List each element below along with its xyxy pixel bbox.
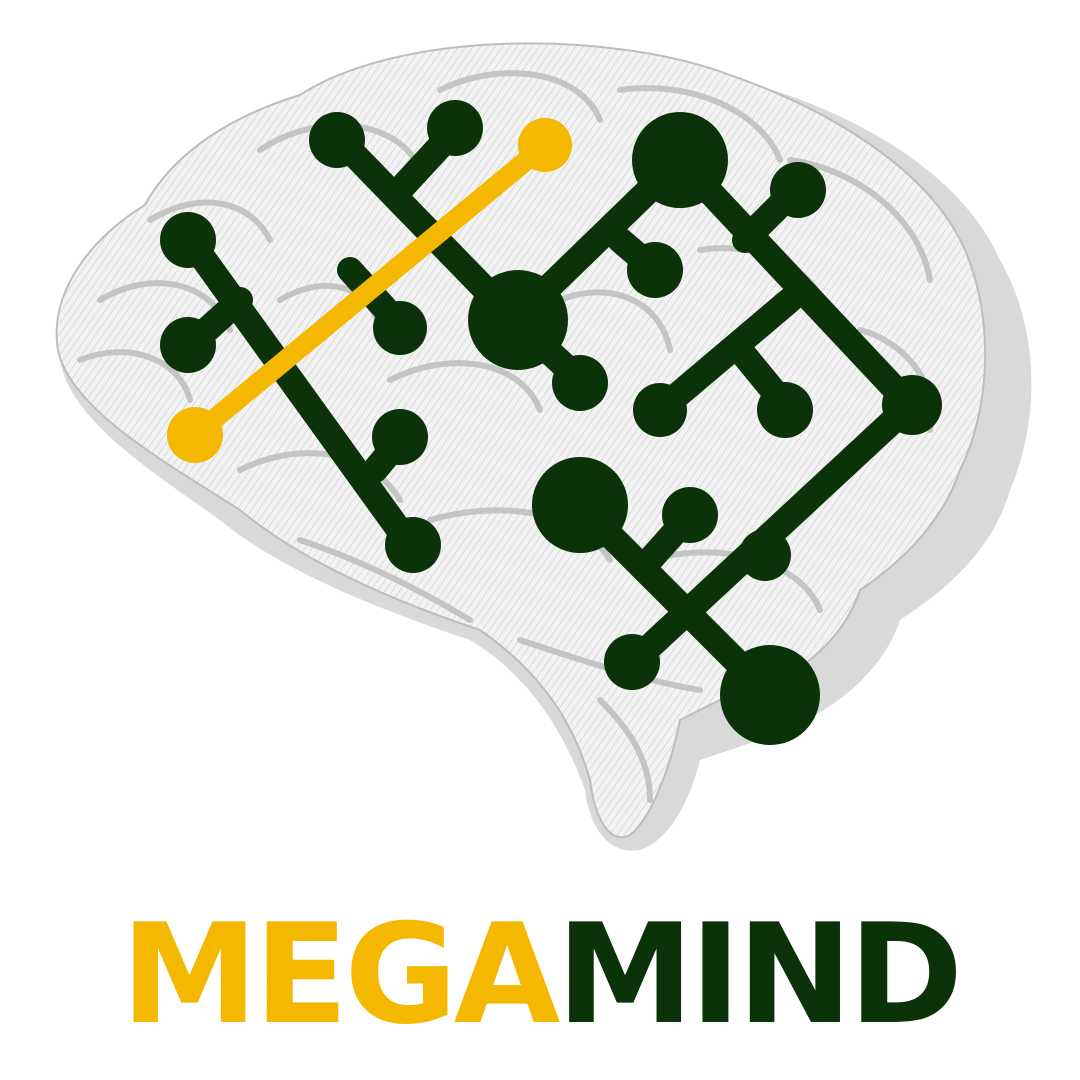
wordmark-part-2: MIND — [556, 894, 963, 1055]
wordmark-part-1: MEGA — [120, 894, 561, 1055]
circuit-accent-node — [167, 407, 223, 463]
circuit-node — [770, 162, 826, 218]
circuit-node — [662, 487, 718, 543]
circuit-line — [667, 147, 923, 418]
circuit-node — [309, 112, 365, 168]
circuit-node — [882, 375, 942, 435]
circuit-node — [627, 242, 683, 298]
circuit-node — [633, 383, 687, 437]
circuit-node — [552, 355, 608, 411]
brand-wordmark: MEGA MIND — [0, 890, 1080, 1060]
circuit-accent-line — [185, 135, 555, 445]
circuit-node — [468, 270, 568, 370]
circuit-node — [632, 112, 728, 208]
circuit-node — [739, 529, 791, 581]
circuit-node — [160, 212, 216, 268]
circuit-node — [532, 457, 628, 553]
circuit-node — [385, 517, 441, 573]
circuit-node — [372, 409, 428, 465]
circuit-node — [160, 317, 216, 373]
circuit-line — [647, 287, 803, 423]
circuit-network-icon — [160, 100, 942, 745]
circuit-line — [177, 227, 423, 558]
circuit-node — [757, 382, 813, 438]
circuit-node — [720, 645, 820, 745]
circuit-node — [427, 100, 483, 156]
circuit-node — [604, 634, 660, 690]
circuit-node — [373, 301, 427, 355]
circuit-accent-node — [518, 118, 572, 172]
